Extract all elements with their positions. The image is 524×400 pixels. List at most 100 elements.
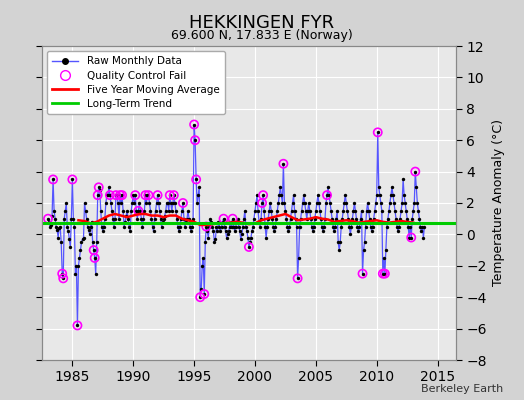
Point — [93, 192, 102, 198]
Point — [267, 208, 276, 214]
Point — [213, 228, 222, 234]
Point — [129, 192, 137, 198]
Point — [325, 192, 333, 198]
Point — [234, 216, 242, 222]
Point — [212, 223, 221, 230]
Point — [351, 208, 359, 214]
Point — [61, 208, 70, 214]
Point — [364, 208, 373, 214]
Point — [280, 200, 289, 206]
Point — [97, 223, 106, 230]
Point — [227, 223, 236, 230]
Point — [112, 192, 120, 198]
Point — [93, 192, 102, 198]
Point — [366, 223, 375, 230]
Point — [92, 270, 100, 277]
Point — [259, 192, 267, 198]
Point — [338, 216, 346, 222]
Point — [106, 192, 114, 198]
Point — [396, 216, 405, 222]
Point — [254, 208, 262, 214]
Point — [385, 208, 393, 214]
Point — [152, 200, 161, 206]
Point — [337, 223, 345, 230]
Point — [420, 223, 429, 230]
Point — [91, 255, 99, 261]
Point — [391, 208, 399, 214]
Point — [150, 216, 159, 222]
Point — [405, 234, 413, 241]
Point — [154, 192, 162, 198]
Point — [316, 208, 324, 214]
Point — [73, 322, 82, 329]
Point — [216, 228, 225, 234]
Point — [57, 239, 66, 246]
Point — [151, 208, 160, 214]
Point — [96, 208, 105, 214]
Point — [350, 200, 358, 206]
Point — [211, 236, 220, 242]
Point — [324, 184, 332, 190]
Text: Berkeley Earth: Berkeley Earth — [421, 384, 503, 394]
Point — [169, 200, 177, 206]
Point — [348, 216, 356, 222]
Point — [290, 208, 299, 214]
Point — [154, 192, 162, 198]
Point — [286, 216, 294, 222]
Point — [196, 294, 204, 300]
Point — [146, 208, 155, 214]
Point — [204, 234, 213, 241]
Point — [268, 216, 277, 222]
Point — [310, 223, 318, 230]
Point — [241, 208, 249, 214]
Point — [313, 200, 321, 206]
Point — [66, 244, 74, 250]
Point — [124, 216, 133, 222]
Point — [226, 219, 235, 225]
Point — [278, 200, 287, 206]
Point — [320, 223, 328, 230]
Point — [197, 286, 205, 292]
Point — [120, 223, 128, 230]
Point — [75, 255, 84, 261]
Point — [279, 160, 288, 167]
Text: HEKKINGEN FYR: HEKKINGEN FYR — [190, 14, 334, 32]
Point — [346, 231, 355, 238]
Point — [145, 200, 154, 206]
Point — [402, 208, 410, 214]
Point — [237, 236, 245, 242]
Point — [208, 223, 216, 230]
Point — [125, 223, 134, 230]
Point — [415, 216, 423, 222]
Point — [134, 208, 143, 214]
Point — [173, 216, 181, 222]
Point — [207, 219, 215, 225]
Point — [404, 223, 412, 230]
Point — [407, 234, 416, 241]
Point — [210, 239, 219, 246]
Point — [318, 223, 326, 230]
Point — [374, 129, 382, 136]
Point — [269, 223, 277, 230]
Point — [44, 216, 52, 222]
Point — [53, 226, 61, 233]
Point — [116, 192, 124, 198]
Point — [86, 223, 95, 230]
Point — [261, 223, 269, 230]
Point — [174, 228, 183, 234]
Point — [376, 192, 384, 198]
Point — [311, 216, 319, 222]
Point — [196, 294, 204, 300]
Point — [90, 247, 98, 253]
Point — [190, 121, 198, 128]
Point — [47, 222, 55, 228]
Point — [259, 192, 267, 198]
Point — [82, 216, 91, 222]
Point — [59, 275, 68, 282]
Point — [192, 176, 200, 183]
Point — [389, 192, 397, 198]
Point — [235, 223, 243, 230]
Point — [314, 192, 322, 198]
Point — [131, 192, 139, 198]
Point — [411, 168, 420, 175]
